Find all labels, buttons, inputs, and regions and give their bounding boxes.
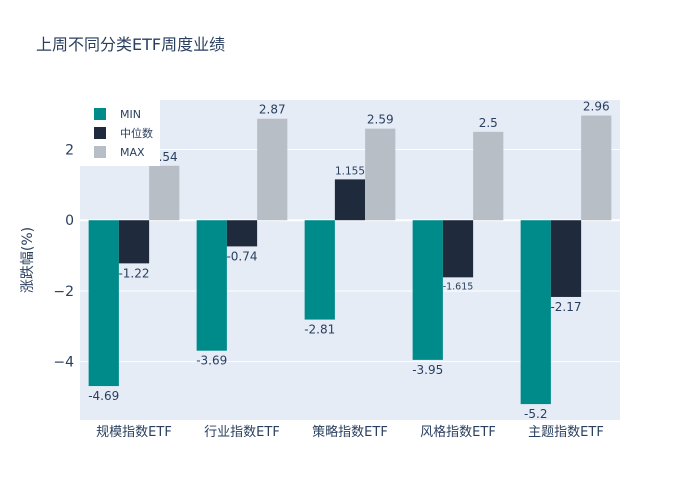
data-label: -2.17 [550,300,581,314]
chart-title: 上周不同分类ETF周度业绩 [36,35,225,54]
legend: MIN 中位数 MAX [80,100,160,166]
legend-swatch [94,108,106,120]
data-label: -1.22 [118,266,149,280]
data-label: -1.615 [443,281,474,292]
x-tick-label: 行业指数ETF [204,425,280,440]
legend-swatch [94,127,106,139]
bar [334,179,366,221]
legend-label: MAX [120,146,145,159]
bar [581,115,612,221]
bar [118,220,150,264]
y-axis-ticks: −4 −2 0 2 [53,143,74,371]
data-label: -3.69 [196,354,227,368]
bar [550,220,582,297]
y-tick-label: −4 [53,355,74,371]
data-label: -2.81 [304,323,335,337]
data-label: 1.155 [335,165,365,177]
bar [88,220,119,387]
y-tick-label: −2 [53,284,74,300]
legend-label: 中位数 [120,126,153,140]
legend-box [80,100,160,166]
data-label: -0.74 [226,249,257,263]
data-label: 2.96 [583,100,610,114]
bar [149,165,180,221]
bar [257,118,288,221]
data-labels: -4.69-1.221.54-3.69-0.742.87-2.811.1552.… [88,100,609,422]
bar [304,220,335,320]
legend-swatch [94,146,106,158]
bar [442,220,474,278]
x-axis-ticks: 规模指数ETF 行业指数ETF 策略指数ETF 风格指数ETF 主题指数ETF [96,424,604,440]
bar [520,220,551,405]
x-tick-label: 策略指数ETF [312,424,388,440]
data-label: -4.69 [88,389,119,403]
x-tick-label: 规模指数ETF [96,425,172,440]
y-axis-title: 涨跌幅(%) [20,227,36,293]
data-label: 2.59 [367,113,394,127]
bar [412,220,443,360]
bar [473,131,504,221]
bar [365,128,396,221]
data-label: 2.5 [479,116,498,130]
x-tick-label: 主题指数ETF [528,425,604,440]
y-tick-label: 0 [65,213,74,229]
bar [226,220,258,247]
x-tick-label: 风格指数ETF [420,424,496,440]
y-tick-label: 2 [65,143,74,159]
bar [196,220,227,351]
data-label: 2.87 [259,103,286,117]
data-label: -5.2 [524,407,547,421]
legend-label: MIN [120,108,141,121]
bars [88,115,612,405]
data-label: -3.95 [412,363,443,377]
